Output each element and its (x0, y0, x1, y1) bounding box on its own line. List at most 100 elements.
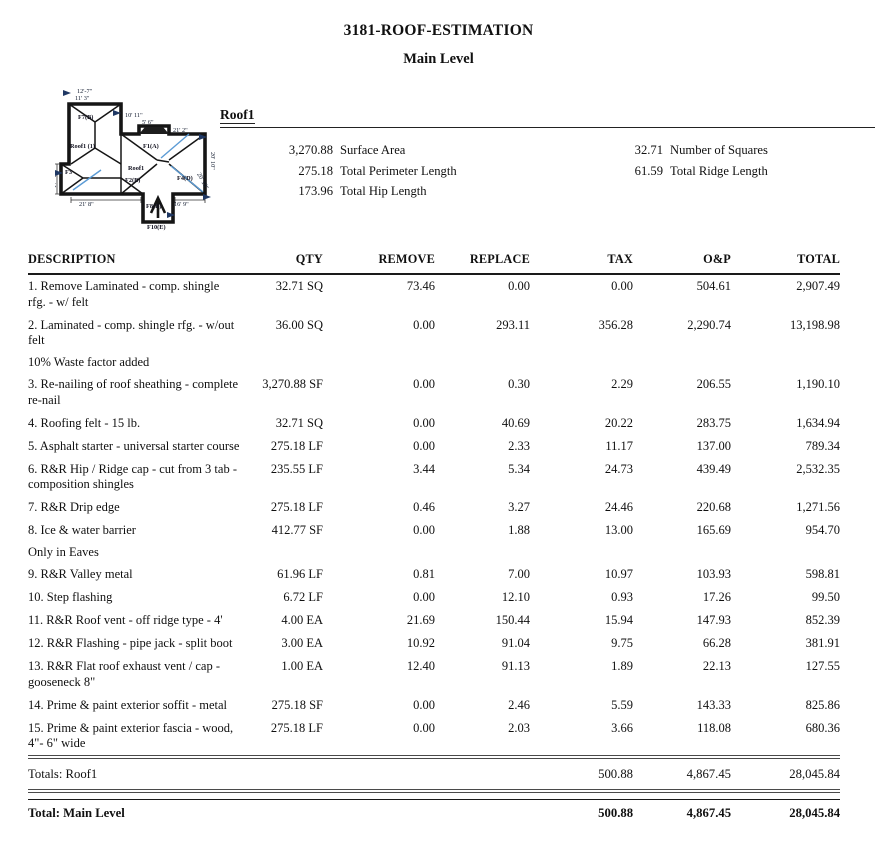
divider-double-rule (28, 755, 840, 759)
table-body: 1. Remove Laminated - comp. shingle rfg.… (28, 274, 840, 755)
cell-replace: 40.69 (501, 415, 530, 430)
cell-tax: 3.66 (611, 720, 633, 735)
roof-face-label: F10(E) (147, 224, 166, 231)
cell-op: 22.13 (702, 659, 731, 673)
line-item-row: 4. Roofing felt - 15 lb. 32.71 SQ 0.00 40.6… (28, 412, 840, 435)
cell-qty: 4.00 EA (281, 613, 323, 627)
header-tax: TAX (530, 250, 633, 275)
roof-face-label: Roof1 (128, 165, 144, 172)
cell-replace: 2.33 (508, 438, 530, 453)
cell-qty: 61.96 LF (277, 567, 323, 581)
dimension-label: 5' 6" (142, 119, 154, 126)
line-item-row: 14. Prime & paint exterior soffit - meta… (28, 694, 840, 717)
roof1-section: Roof1 3,270.88 Surface Area 275.18 Total… (220, 106, 875, 202)
cell-total: 381.91 (805, 636, 840, 650)
cell-qty: 32.71 SQ (275, 279, 323, 293)
cell-tax: 1.89 (611, 659, 633, 673)
cell-tax: 2.29 (611, 377, 633, 391)
note-row: Only in Eaves (28, 542, 840, 563)
cell-total: 852.39 (805, 613, 840, 627)
cell-remove: 0.00 (413, 720, 435, 735)
stat-value: 275.18 (298, 163, 333, 178)
dormer-shape (139, 127, 169, 134)
divider-single-rule (28, 798, 840, 800)
stat-label: Total Hip Length (340, 184, 427, 199)
cell-replace: 3.27 (508, 500, 530, 514)
stat-label: Total Ridge Length (670, 163, 768, 178)
cell-op: 439.49 (696, 461, 731, 476)
cell-remove: 3.44 (413, 461, 435, 476)
cell-tax: 11.17 (605, 438, 633, 453)
page-title: 3181-ROOF-ESTIMATION (343, 22, 534, 39)
cell-op: 206.55 (696, 377, 731, 391)
valley-lines-blue (72, 133, 204, 193)
grand-total-tax: 500.88 (598, 805, 634, 820)
cell-description: 13. R&R Flat roof exhaust vent / cap - g… (28, 659, 220, 689)
cell-remove: 0.00 (413, 317, 435, 332)
cell-op: 103.93 (696, 567, 731, 581)
cell-remove: 0.00 (413, 590, 435, 604)
line-item-row: 15. Prime & paint exterior fascia - wood… (28, 717, 840, 756)
page-subtitle: Main Level (403, 51, 474, 67)
cell-tax: 0.93 (611, 590, 633, 604)
cell-remove: 0.00 (413, 377, 435, 391)
note-row: 10% Waste factor added (28, 352, 840, 373)
cell-qty: 275.18 LF (270, 720, 323, 735)
cell-description: 1. Remove Laminated - comp. shingle rfg.… (28, 279, 220, 309)
cell-op: 17.26 (702, 590, 731, 604)
cell-replace: 0.30 (508, 377, 530, 391)
cell-replace: 91.13 (501, 659, 530, 673)
cell-qty: 32.71 SQ (275, 415, 323, 430)
dimension-label: 21' 2" (173, 127, 188, 134)
totals-roof1-row: Totals: Roof1 500.88 4,867.45 28,045.84 (28, 759, 840, 789)
cell-replace: 2.03 (508, 720, 530, 735)
cell-description: 8. Ice & water barrier (28, 523, 136, 537)
cell-total: 1,634.94 (796, 415, 840, 430)
cell-description: 7. R&R Drip edge (28, 500, 120, 514)
cell-total: 1,190.10 (796, 377, 840, 391)
cell-op: 118.08 (697, 720, 731, 735)
stat-label: Total Perimeter Length (340, 163, 457, 178)
roof-face-label: F3 (65, 169, 72, 176)
divider-double-rule (28, 788, 840, 793)
cell-remove: 0.00 (413, 523, 435, 537)
roof-face-label: Roof1 (1) (70, 143, 95, 150)
cell-remove: 0.00 (413, 415, 435, 430)
totals-label: Totals: Roof1 (28, 767, 98, 781)
cell-replace: 91.04 (501, 636, 530, 650)
cell-remove: 12.40 (406, 659, 435, 673)
cell-total: 598.81 (805, 567, 840, 581)
cell-remove: 21.69 (406, 613, 435, 627)
cell-replace: 0.00 (508, 279, 530, 293)
stat-ridge-length: 61.59 Total Ridge Length (550, 161, 768, 182)
cell-total: 2,532.35 (796, 461, 840, 476)
grand-total-row: Total: Main Level 500.88 4,867.45 28,045… (28, 800, 840, 826)
line-item-row: 7. R&R Drip edge 275.18 LF 0.46 3.27 24.46 22… (28, 496, 840, 519)
dimension-label: 21' 8" (79, 201, 94, 208)
cell-remove: 73.46 (406, 279, 435, 293)
cell-description: 12. R&R Flashing - pipe jack - split boo… (28, 636, 233, 650)
line-item-row: 12. R&R Flashing - pipe jack - split boo… (28, 632, 840, 655)
estimate-table-section: DESCRIPTION QTY REMOVE REPLACE TAX O&P T… (28, 250, 840, 825)
cell-description: 5. Asphalt starter - universal starter c… (28, 438, 240, 453)
cell-tax: 0.00 (611, 279, 633, 293)
stats-left-column: 3,270.88 Surface Area 275.18 Total Perim… (220, 140, 550, 202)
roof-face-label: F4(D) (177, 175, 193, 182)
cell-description: 6. R&R Hip / Ridge cap - cut from 3 tab … (28, 461, 237, 492)
cell-op: 147.93 (696, 613, 731, 627)
section-title: Roof1 (220, 107, 255, 124)
cell-replace: 150.44 (495, 613, 530, 627)
line-item-row: 10. Step flashing 6.72 LF 0.00 12.10 0.93 17.… (28, 586, 840, 609)
cell-op: 2,290.74 (687, 317, 731, 332)
cell-op: 137.00 (696, 438, 731, 453)
cell-qty: 235.55 LF (270, 461, 323, 476)
dimension-label: 12'-7" (77, 88, 93, 95)
header-replace: REPLACE (435, 250, 530, 275)
grand-total-table: Total: Main Level 500.88 4,867.45 28,045… (28, 800, 840, 826)
roof-face-label: F2(B) (125, 177, 140, 184)
sketch-labels: 12'-7"11' 3"10' 11"5' 6"21' 2"20' 10"20'… (51, 88, 216, 231)
estimate-table: DESCRIPTION QTY REMOVE REPLACE TAX O&P T… (28, 250, 840, 755)
roof-face-label: F1(A) (143, 143, 159, 150)
cell-description: 15. Prime & paint exterior fascia - wood… (28, 720, 234, 751)
note-text: 10% Waste factor added (28, 355, 150, 369)
